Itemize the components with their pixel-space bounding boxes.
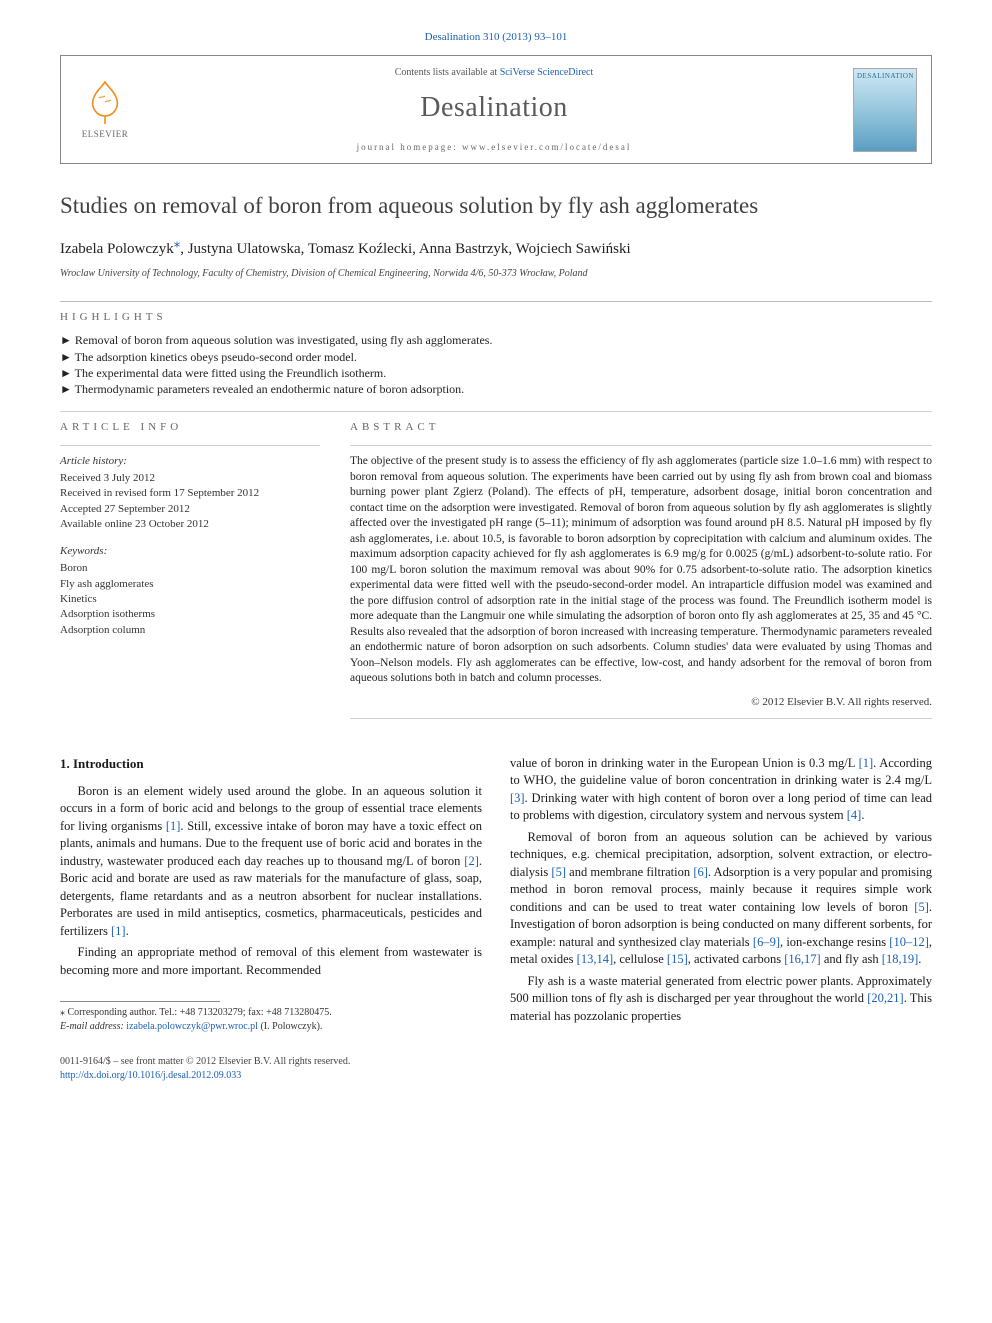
highlight-item: The adsorption kinetics obeys pseudo-sec… <box>60 349 932 365</box>
authors-line: Izabela Polowczyk⁎, Justyna Ulatowska, T… <box>60 234 932 259</box>
divider <box>350 718 932 719</box>
keywords-heading: Keywords: <box>60 544 320 559</box>
info-abstract-row: ARTICLE INFO Article history: Received 3… <box>60 420 932 726</box>
cover-label: DESALINATION <box>857 72 913 81</box>
divider <box>60 445 320 446</box>
footnote-separator <box>60 1001 220 1002</box>
elsevier-tree-icon <box>81 78 129 126</box>
publisher-name: ELSEVIER <box>82 128 129 140</box>
scidirect-link[interactable]: SciVerse ScienceDirect <box>500 67 594 78</box>
highlight-item: Thermodynamic parameters revealed an end… <box>60 381 932 397</box>
contents-prefix: Contents lists available at <box>395 67 500 78</box>
footnote-text: Corresponding author. Tel.: +48 71320327… <box>65 1007 332 1018</box>
keyword: Fly ash agglomerates <box>60 577 320 592</box>
journal-homepage: journal homepage: www.elsevier.com/locat… <box>151 141 837 153</box>
keyword: Adsorption column <box>60 623 320 638</box>
doi-link[interactable]: http://dx.doi.org/10.1016/j.desal.2012.0… <box>60 1070 241 1081</box>
journal-header-box: ELSEVIER Contents lists available at Sci… <box>60 55 932 164</box>
article-info-column: ARTICLE INFO Article history: Received 3… <box>60 420 320 726</box>
authors-rest: , Justyna Ulatowska, Tomasz Koźlecki, An… <box>180 241 630 257</box>
issn-line: 0011-9164/$ – see front matter © 2012 El… <box>60 1056 350 1067</box>
homepage-prefix: journal homepage: <box>357 142 462 152</box>
history-line: Received in revised form 17 September 20… <box>60 486 320 501</box>
journal-cover-thumbnail: DESALINATION <box>853 68 917 152</box>
history-line: Received 3 July 2012 <box>60 471 320 486</box>
homepage-url[interactable]: www.elsevier.com/locate/desal <box>462 142 631 152</box>
journal-title: Desalination <box>151 89 837 127</box>
highlights-heading: HIGHLIGHTS <box>60 310 932 325</box>
abstract-text: The objective of the present study is to… <box>350 454 932 687</box>
abstract-copyright: © 2012 Elsevier B.V. All rights reserved… <box>350 695 932 710</box>
body-paragraph: Boron is an element widely used around t… <box>60 783 482 941</box>
divider <box>60 411 932 412</box>
highlight-item: Removal of boron from aqueous solution w… <box>60 332 932 348</box>
page-footer: 0011-9164/$ – see front matter © 2012 El… <box>60 1055 932 1082</box>
highlights-list: Removal of boron from aqueous solution w… <box>60 332 932 397</box>
keyword: Boron <box>60 561 320 576</box>
affiliation: Wroclaw University of Technology, Facult… <box>60 267 932 281</box>
keyword: Adsorption isotherms <box>60 607 320 622</box>
email-label: E-mail address: <box>60 1021 124 1032</box>
section-heading-introduction: 1. Introduction <box>60 755 482 773</box>
journal-reference: Desalination 310 (2013) 93–101 <box>60 30 932 45</box>
email-owner: (I. Polowczyk). <box>258 1021 322 1032</box>
body-paragraph: value of boron in drinking water in the … <box>510 755 932 825</box>
history-line: Available online 23 October 2012 <box>60 517 320 532</box>
author-corresponding: Izabela Polowczyk <box>60 241 174 257</box>
article-info-heading: ARTICLE INFO <box>60 420 320 435</box>
header-center: Contents lists available at SciVerse Sci… <box>151 66 837 153</box>
body-paragraph: Removal of boron from an aqueous solutio… <box>510 829 932 969</box>
corresponding-email-link[interactable]: izabela.polowczyk@pwr.wroc.pl <box>126 1021 258 1032</box>
contents-line: Contents lists available at SciVerse Sci… <box>151 66 837 80</box>
divider <box>350 445 932 446</box>
footer-left: 0011-9164/$ – see front matter © 2012 El… <box>60 1055 350 1082</box>
publisher-logo: ELSEVIER <box>75 75 135 145</box>
journal-ref-link[interactable]: Desalination 310 (2013) 93–101 <box>425 31 568 43</box>
body-paragraph: Fly ash is a waste material generated fr… <box>510 973 932 1026</box>
corresponding-footnote: ⁎ Corresponding author. Tel.: +48 713203… <box>60 1006 482 1033</box>
article-title: Studies on removal of boron from aqueous… <box>60 192 932 220</box>
history-line: Accepted 27 September 2012 <box>60 502 320 517</box>
divider <box>60 301 932 302</box>
body-columns: 1. Introduction Boron is an element wide… <box>60 755 932 1034</box>
keyword: Kinetics <box>60 592 320 607</box>
abstract-column: ABSTRACT The objective of the present st… <box>350 420 932 726</box>
abstract-heading: ABSTRACT <box>350 420 932 435</box>
history-heading: Article history: <box>60 454 320 469</box>
highlight-item: The experimental data were fitted using … <box>60 365 932 381</box>
body-paragraph: Finding an appropriate method of removal… <box>60 944 482 979</box>
